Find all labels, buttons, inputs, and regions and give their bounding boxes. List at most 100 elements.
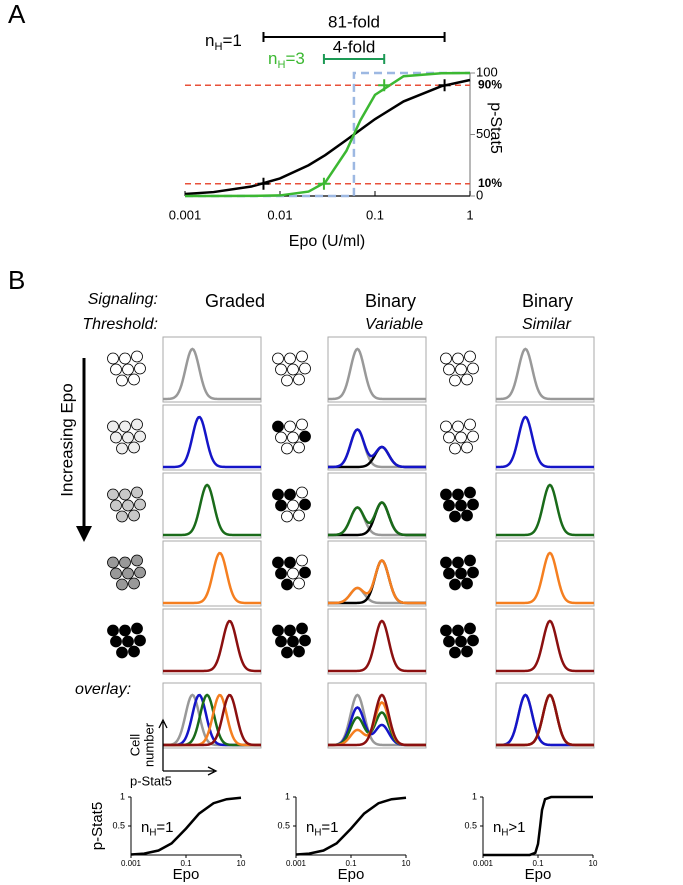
dose-response-curve bbox=[483, 795, 593, 857]
x-tick-label: 0.1 bbox=[366, 207, 384, 222]
cell-icon bbox=[452, 624, 464, 637]
cell-icon bbox=[275, 635, 287, 648]
cell-icon bbox=[110, 499, 122, 512]
y-axis-label: p-Stat5 bbox=[89, 802, 106, 850]
distribution-curve bbox=[163, 619, 261, 673]
hill-n: n bbox=[493, 819, 501, 836]
overlay-y-label: number bbox=[141, 722, 156, 767]
y-tick-label: 1 bbox=[120, 791, 125, 801]
cell-icon bbox=[122, 431, 134, 444]
x-tick-label: 0.1 bbox=[180, 859, 192, 868]
x-tick-label: 0.001 bbox=[473, 859, 494, 868]
cell-icon bbox=[443, 635, 455, 648]
x-tick-label: 0.01 bbox=[267, 207, 292, 222]
cell-icon bbox=[443, 567, 455, 580]
threshold-marker bbox=[257, 177, 270, 190]
hill-n: n bbox=[306, 819, 314, 836]
dose-response-curve bbox=[130, 796, 242, 856]
cell-icon bbox=[440, 420, 452, 433]
cell-icon bbox=[131, 622, 143, 635]
hill-label: nH>1 bbox=[493, 819, 526, 838]
cell-icon bbox=[464, 554, 476, 567]
x-tick-label: 0.1 bbox=[532, 859, 544, 868]
x-tick-label: 10 bbox=[402, 859, 411, 868]
cell-icon bbox=[107, 352, 119, 365]
column-header: Binary bbox=[522, 291, 573, 311]
cell-icon bbox=[134, 566, 146, 579]
cell-icon bbox=[107, 420, 119, 433]
y2-tick-label: 100 bbox=[476, 64, 498, 79]
cell-icon bbox=[122, 499, 134, 512]
hill-rest: >1 bbox=[508, 819, 525, 836]
cell-icon bbox=[293, 373, 305, 386]
cell-icon bbox=[287, 499, 299, 512]
hill-n: n bbox=[141, 819, 149, 836]
cell-icon bbox=[119, 488, 131, 501]
overlay-y-arrow bbox=[158, 718, 168, 771]
cell-icon bbox=[467, 566, 479, 579]
cell-icon bbox=[272, 556, 284, 569]
x-tick-label: 10 bbox=[237, 859, 246, 868]
cell-icon bbox=[116, 646, 128, 659]
distribution-curve bbox=[496, 347, 594, 401]
histogram-frame bbox=[327, 540, 427, 607]
x-tick-label: 0.001 bbox=[121, 859, 142, 868]
cell-icon bbox=[134, 498, 146, 511]
cell-icon bbox=[452, 556, 464, 569]
cell-icon bbox=[287, 431, 299, 444]
cell-icon bbox=[452, 488, 464, 501]
cell-icon bbox=[293, 441, 305, 454]
cell-icon bbox=[455, 431, 467, 444]
y-tick-label: 1 bbox=[472, 791, 477, 801]
distribution-curve bbox=[327, 428, 426, 469]
overlay-frame bbox=[495, 682, 595, 749]
cell-icon bbox=[467, 634, 479, 647]
cell-icon bbox=[455, 635, 467, 648]
column-threshold: Variable bbox=[365, 316, 423, 333]
cell-icon bbox=[293, 645, 305, 658]
cell-icon bbox=[275, 431, 287, 444]
cell-icon bbox=[272, 488, 284, 501]
threshold-marker bbox=[438, 79, 451, 92]
cell-icon bbox=[449, 374, 461, 387]
cell-icon bbox=[110, 567, 122, 580]
cell-icon bbox=[272, 352, 284, 365]
distribution-curve bbox=[328, 347, 426, 401]
cell-icon bbox=[284, 556, 296, 569]
cell-icon bbox=[128, 373, 140, 386]
hill-rest: =1 bbox=[156, 819, 173, 836]
histogram-frame bbox=[495, 540, 595, 607]
cell-icon bbox=[119, 352, 131, 365]
y2-tick-label: 0 bbox=[476, 187, 483, 202]
distribution-curve bbox=[496, 619, 594, 673]
cell-icon bbox=[461, 645, 473, 658]
cell-icon bbox=[284, 624, 296, 637]
curve bbox=[185, 71, 471, 198]
cell-icon bbox=[452, 420, 464, 433]
row-header: Signaling: bbox=[88, 291, 158, 308]
distribution-curve bbox=[163, 693, 261, 747]
cell-icon bbox=[467, 362, 479, 375]
cell-icon bbox=[287, 363, 299, 376]
histogram-frame bbox=[162, 608, 262, 675]
cell-icon bbox=[461, 509, 473, 522]
cell-icon bbox=[461, 577, 473, 590]
cell-icon bbox=[299, 498, 311, 511]
cell-icon bbox=[443, 363, 455, 376]
histogram-frame bbox=[327, 404, 427, 471]
cell-icon bbox=[287, 635, 299, 648]
cell-icon bbox=[296, 486, 308, 499]
threshold-marker bbox=[317, 177, 330, 190]
distribution-curve bbox=[327, 501, 426, 537]
hill-sub: H bbox=[314, 827, 321, 838]
distribution-curve bbox=[328, 693, 426, 747]
cell-icon bbox=[128, 441, 140, 454]
threshold-marker bbox=[378, 79, 391, 92]
x-tick-label: 1 bbox=[466, 207, 473, 222]
hill-sub: H bbox=[214, 41, 222, 53]
cell-icon bbox=[281, 646, 293, 659]
overlay-label: overlay: bbox=[75, 681, 131, 698]
hill-label: nH=1 bbox=[205, 31, 242, 53]
distribution-curve bbox=[163, 483, 261, 537]
panel-label: B bbox=[8, 265, 25, 295]
